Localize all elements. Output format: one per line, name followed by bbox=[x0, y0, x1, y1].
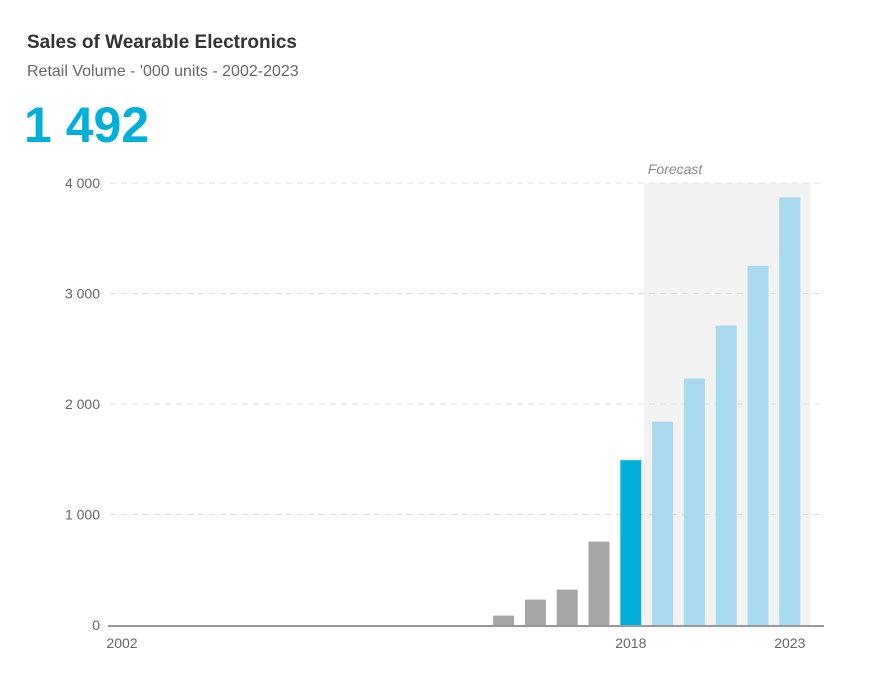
chart-title: Sales of Wearable Electronics bbox=[27, 32, 297, 53]
bar bbox=[524, 599, 546, 625]
bar bbox=[747, 265, 769, 625]
chart-subtitle: Retail Volume - '000 units - 2002-2023 bbox=[27, 63, 299, 80]
bar bbox=[683, 378, 705, 625]
x-tick-label: 2018 bbox=[615, 635, 646, 651]
y-tick-label: 0 bbox=[92, 617, 100, 633]
x-tick-label: 2002 bbox=[106, 635, 137, 651]
headline-value: 1 492 bbox=[24, 97, 150, 153]
x-axis-ticks: 2002 2018 2023 bbox=[106, 635, 805, 651]
gridlines bbox=[110, 182, 822, 515]
y-tick-label: 4 000 bbox=[65, 175, 100, 191]
bar bbox=[556, 589, 578, 625]
forecast-label: Forecast bbox=[648, 161, 704, 177]
y-tick-label: 3 000 bbox=[65, 286, 100, 302]
y-tick-label: 2 000 bbox=[65, 396, 100, 412]
bar bbox=[715, 325, 737, 625]
y-tick-label: 1 000 bbox=[65, 507, 100, 523]
y-axis-ticks: 0 1 000 2 000 3 000 4 000 bbox=[65, 175, 100, 633]
bar bbox=[588, 541, 610, 625]
bar bbox=[620, 460, 642, 625]
bars bbox=[493, 197, 801, 626]
bar bbox=[652, 421, 674, 625]
bar bbox=[493, 615, 515, 625]
bar bbox=[779, 197, 801, 626]
x-tick-label: 2023 bbox=[774, 635, 805, 651]
